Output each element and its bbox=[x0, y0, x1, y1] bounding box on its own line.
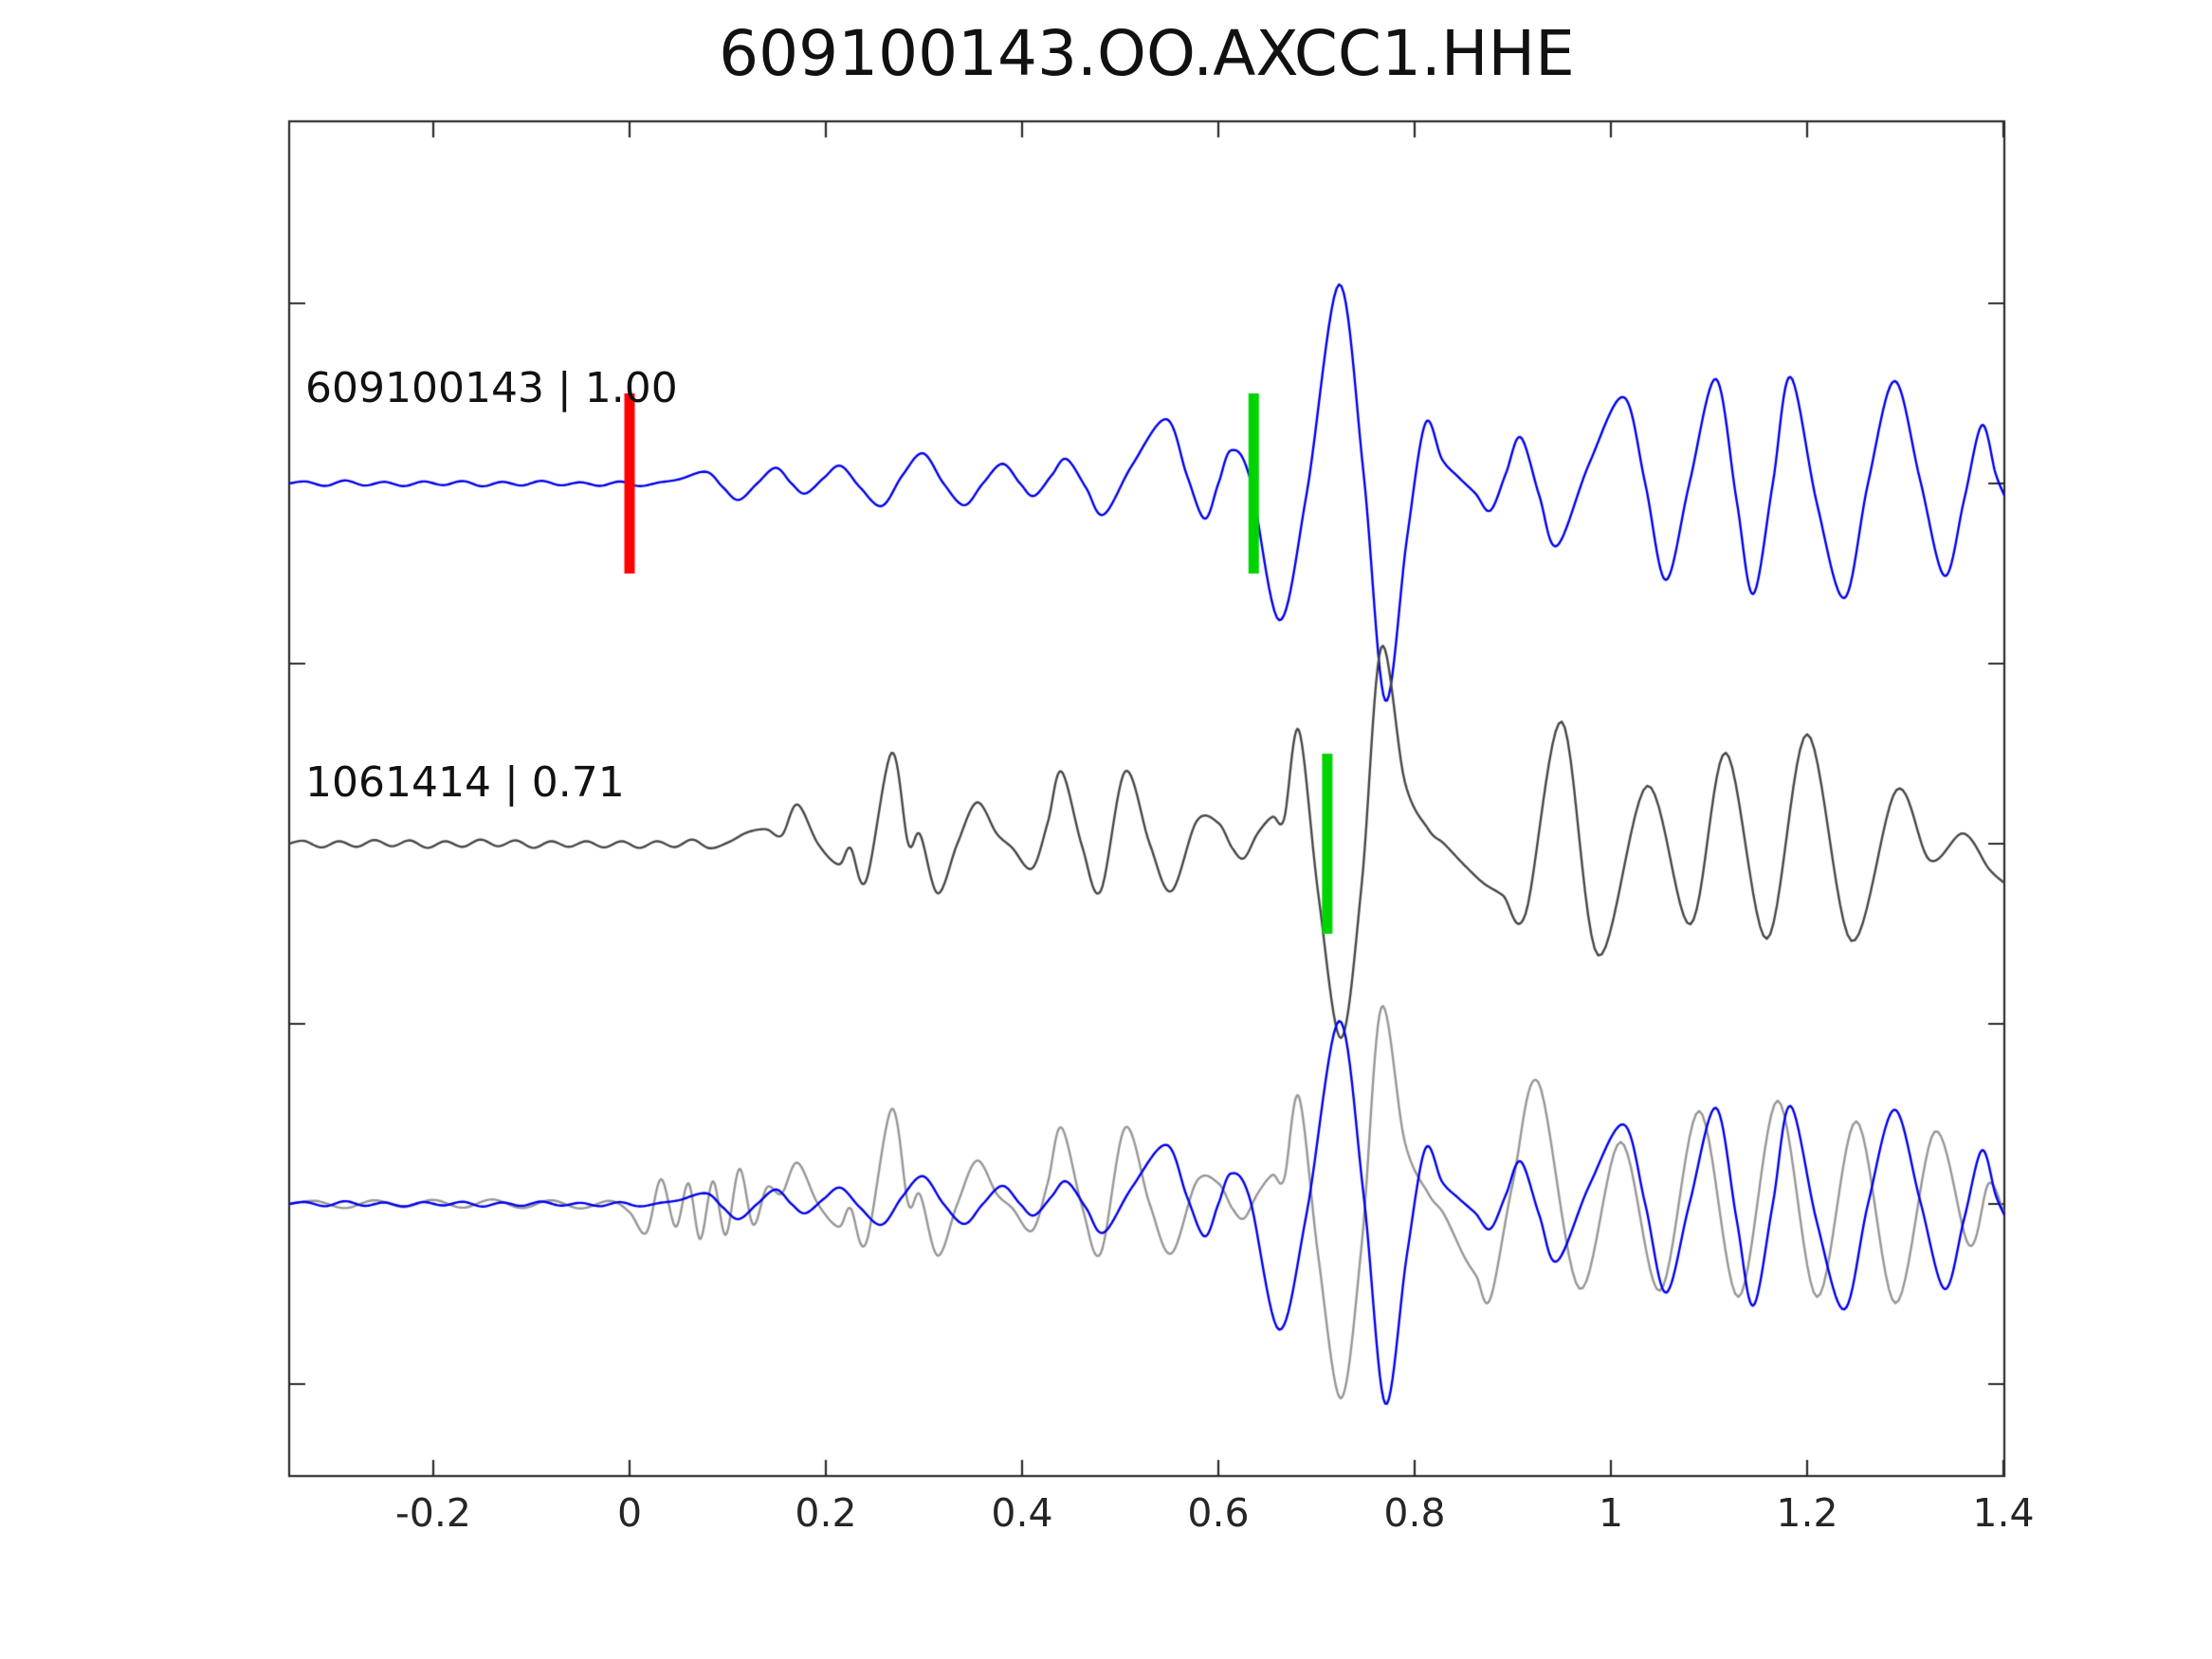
x-tick-label: 0 bbox=[616, 1490, 643, 1536]
trace-label-detection: 609100143 | 1.00 bbox=[305, 364, 678, 412]
x-tick-label: 1 bbox=[1598, 1490, 1624, 1536]
x-tick-label: 0.8 bbox=[1383, 1490, 1446, 1536]
chart-title: 609100143.OO.AXCC1.HHE bbox=[719, 17, 1575, 90]
x-tick-label: 0.4 bbox=[991, 1490, 1053, 1536]
x-tick-label: -0.2 bbox=[395, 1490, 471, 1536]
trace-label-template: 1061414 | 0.71 bbox=[305, 758, 625, 807]
x-tick-label: 0.2 bbox=[795, 1490, 857, 1536]
x-tick-label: 1.4 bbox=[1972, 1490, 2035, 1536]
x-tick-label: 0.6 bbox=[1187, 1490, 1250, 1536]
x-tick-label: 1.2 bbox=[1776, 1490, 1838, 1536]
